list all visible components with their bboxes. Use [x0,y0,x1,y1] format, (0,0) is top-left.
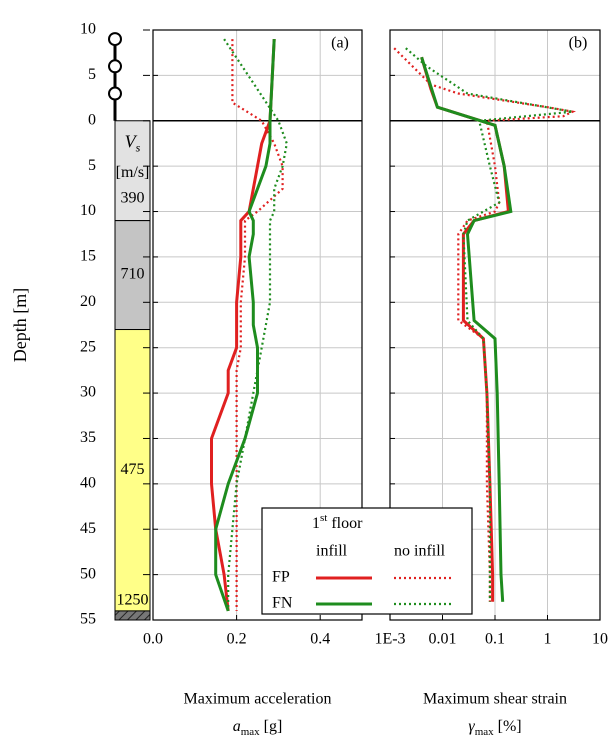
x-tick-label: 0.1 [485,631,505,648]
y-axis-label: Depth [m] [10,288,30,362]
y-tick-label: 55 [80,611,96,628]
profile-line [210,39,276,612]
y-tick-label: 15 [80,248,96,265]
soil-layer [114,329,151,612]
symbol: γ [468,718,475,735]
panel-label: (b) [569,35,588,52]
soil-layer-label: 475 [121,461,145,478]
x-tick-label: 0.0 [143,631,163,648]
x-tick-label: 0.2 [227,631,247,648]
y-tick-label: 25 [80,338,96,355]
plot-frame [152,29,363,621]
subscript: max [475,726,494,738]
profile-line [393,47,577,602]
plot-frame [389,29,601,621]
x-tick-label: 10 [592,631,608,648]
y-tick-label: 35 [80,429,96,446]
y-tick-label: 10 [80,21,96,38]
soil-layer [114,220,151,331]
legend-title: 1st floor [312,512,363,532]
legend-title-part: 1 [312,515,320,532]
soil-header: Vs [125,132,141,155]
floor-node [108,86,122,101]
subscript: max [241,726,260,738]
y-tick-label: 0 [88,111,96,128]
unit: [g] [264,718,283,735]
x-axis-label: Maximum acceleration [184,691,332,708]
soil-layer [114,120,151,222]
y-tick-label: 50 [80,565,96,582]
y-tick-label: 30 [80,384,96,401]
soil-layer-label: 1250 [117,592,149,609]
soil-layer [114,610,151,621]
x-tick-label: 0.01 [429,631,457,648]
y-tick-label: 40 [80,475,96,492]
legend-box [261,507,473,615]
symbol: a [233,718,241,735]
legend-column: no infill [394,543,446,560]
legend-title-sup: st [320,512,327,524]
profile-line [214,39,276,612]
y-tick-label: 20 [80,293,96,310]
profile-line [223,38,288,611]
panel-label: (a) [331,35,349,52]
legend-column: infill [316,543,348,560]
x-axis-label: Maximum shear strain [423,691,567,708]
x-tick-label: 1 [544,631,552,648]
legend-row: FP [272,569,290,586]
legend-title-part: floor [331,515,363,532]
unit: [%] [498,718,522,735]
x-tick-label: 0.4 [310,631,330,648]
vs-subscript: s [136,140,141,154]
x-axis-symbol: amax [g] [233,718,283,738]
y-tick-label: 10 [80,202,96,219]
soil-layer-label: 390 [121,189,145,206]
profile-line [420,56,513,602]
y-tick-label: 5 [88,66,96,83]
y-tick-label: 5 [88,157,96,174]
floor-node [108,59,122,74]
floor-node [108,32,122,47]
soil-layer-label: 710 [121,266,145,283]
profile-line [231,39,284,611]
soil-unit: [m/s] [116,164,150,181]
x-axis-symbol: γmax [%] [468,718,521,738]
y-tick-label: 45 [80,520,96,537]
vs-symbol: V [125,132,138,152]
legend-row: FN [272,595,293,612]
x-tick-label: 1E-3 [374,631,405,648]
